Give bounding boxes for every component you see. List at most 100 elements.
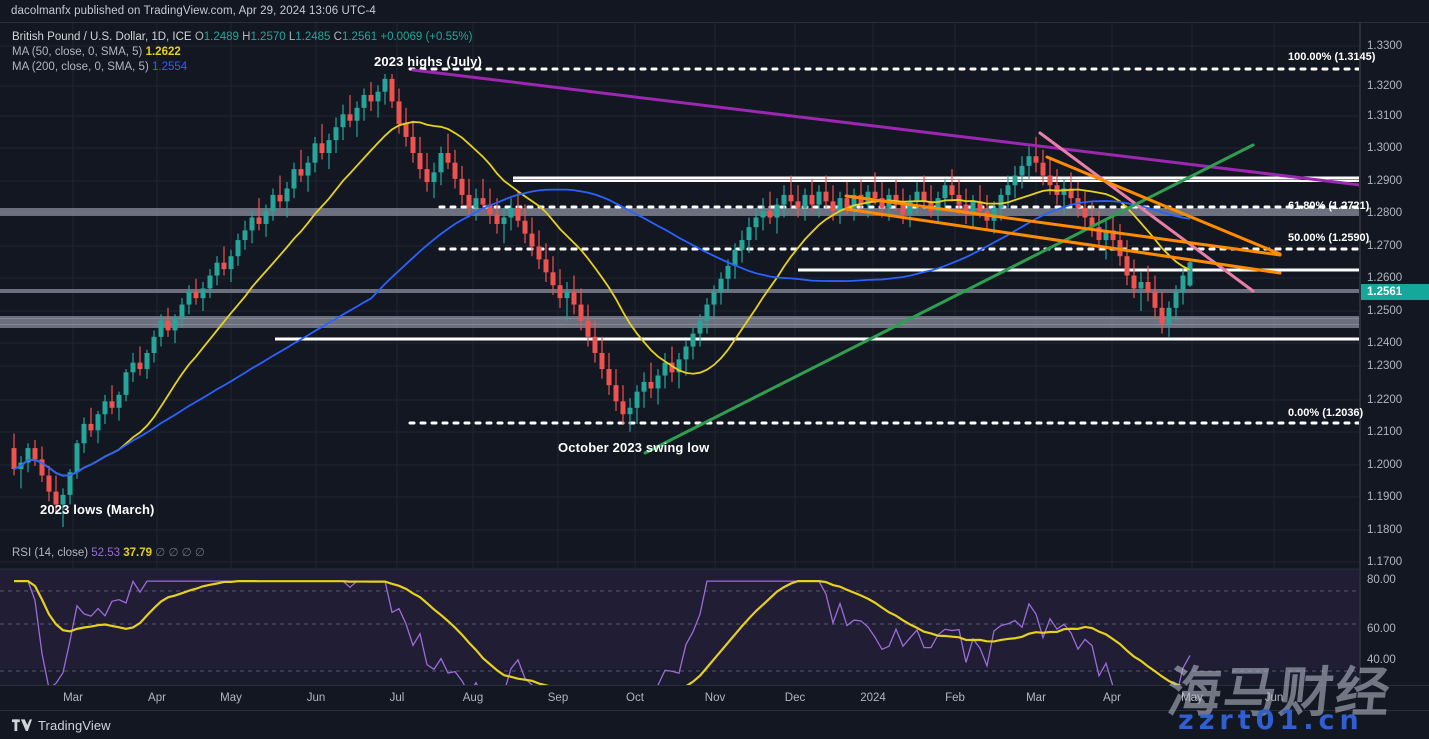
candle-body <box>277 194 283 202</box>
candle-body <box>998 194 1004 208</box>
candle-body <box>942 185 948 199</box>
rsi-ma-value: 37.79 <box>123 547 153 559</box>
candle-body <box>382 78 388 92</box>
candle-body <box>144 352 150 370</box>
time-axis-tick: Mar <box>63 692 83 704</box>
candle-body <box>340 114 346 128</box>
candle-body <box>39 459 45 476</box>
support-resistance-band <box>0 208 1359 213</box>
candle-body <box>851 194 857 208</box>
rsi-legend-label: RSI (14, close) <box>12 547 89 559</box>
candle-body <box>809 194 815 205</box>
ma50-line <box>13 121 1191 477</box>
candle-body <box>893 194 899 205</box>
price-chart-panel[interactable] <box>0 22 1360 685</box>
candle-body <box>788 194 794 202</box>
candle-body <box>67 472 73 495</box>
candle-body <box>543 259 549 273</box>
support-resistance-band <box>0 213 1359 216</box>
candle-body <box>200 288 206 299</box>
candle-body <box>291 169 297 189</box>
price-axis-tick: 1.2900 <box>1367 175 1403 187</box>
legend-symbol: British Pound / U.S. Dollar, 1D, ICE <box>12 31 192 43</box>
time-axis-tick: 2024 <box>860 692 886 704</box>
candle-body <box>165 320 171 331</box>
candle-body <box>823 191 829 202</box>
price-axis-tick: 1.3000 <box>1367 142 1403 154</box>
candle-body <box>284 188 290 202</box>
price-axis-tick: 1.1800 <box>1367 524 1403 536</box>
candle-body <box>53 491 59 505</box>
rsi-axis-tick: 60.00 <box>1367 623 1396 635</box>
candle-body <box>186 291 192 305</box>
candle-body <box>445 153 451 163</box>
rsi-axis-tick: 40.00 <box>1367 654 1396 666</box>
candle-body <box>564 291 570 299</box>
candle-body <box>1124 256 1130 276</box>
price-axis-tick: 1.2400 <box>1367 337 1403 349</box>
time-axis-tick: Jun <box>306 692 326 704</box>
candle-body <box>935 198 941 212</box>
candle-body <box>872 191 878 199</box>
candle-body <box>585 320 591 337</box>
candle-body <box>606 369 612 386</box>
candle-body <box>1103 230 1109 241</box>
ma200-line <box>13 188 1191 477</box>
candle-body <box>704 304 710 321</box>
candle-body <box>844 198 850 208</box>
candle-body <box>1012 175 1018 186</box>
legend-ma50-label: MA (50, close, 0, SMA, 5) <box>12 46 143 58</box>
price-axis[interactable]: 1.3300 1.3200 1.3100 1.3000 1.2900 1.2800 1.27… <box>1360 22 1429 707</box>
candle-body <box>158 320 164 337</box>
candle-body <box>739 240 745 250</box>
candle-body <box>837 198 843 212</box>
rsi-value: 52.53 <box>91 547 121 559</box>
legend-high-value: 1.2570 <box>250 31 286 43</box>
current-price-badge[interactable]: 1.2561 <box>1361 284 1429 300</box>
candle-body <box>25 448 31 463</box>
trendline-purple-descending <box>411 68 1359 187</box>
candle-body <box>1089 217 1095 228</box>
candle-body <box>1033 156 1039 163</box>
candle-body <box>900 204 906 215</box>
candle-body <box>550 272 556 286</box>
time-axis[interactable]: Mar Apr May Jun Jul Aug Sep Oct Nov Dec 2024 Feb Mar… <box>0 685 1429 710</box>
legend-ma200-row[interactable]: MA (200, close, 0, SMA, 5) 1.2554 <box>12 60 472 75</box>
rsi-line <box>14 579 1191 685</box>
candle-body <box>242 230 248 241</box>
candle-body <box>1047 175 1053 186</box>
candle-body <box>508 207 514 218</box>
candle-body <box>312 143 318 163</box>
time-axis-tick: Oct <box>626 692 644 704</box>
candle-body <box>221 262 227 270</box>
candle-body <box>60 494 66 505</box>
price-chart-canvas <box>0 23 1359 685</box>
candle-body <box>830 201 836 212</box>
candle-body <box>354 107 360 121</box>
candle-body <box>466 194 472 208</box>
candle-body <box>753 217 759 228</box>
candle-body <box>718 278 724 292</box>
candle-body <box>914 191 920 202</box>
candle-body <box>396 101 402 124</box>
candle-body <box>977 201 983 212</box>
tradingview-logo[interactable]: TradingView <box>12 718 111 733</box>
candle-body <box>1173 291 1179 308</box>
candle-body <box>732 249 738 266</box>
candle-body <box>795 201 801 208</box>
candle-body <box>1145 282 1151 292</box>
watermark-url: zzrt01.cn <box>1178 705 1364 736</box>
candle-body <box>963 204 969 215</box>
fib-label-0: 0.00% (1.2036) <box>1288 407 1364 419</box>
time-axis-tick: Nov <box>704 692 726 704</box>
rsi-legend[interactable]: RSI (14, close) 52.53 37.79 ∅ ∅ ∅ ∅ <box>12 545 205 559</box>
legend-symbol-row[interactable]: British Pound / U.S. Dollar, 1D, ICE O1.… <box>12 30 472 45</box>
candle-body <box>137 362 143 370</box>
legend-ma50-row[interactable]: MA (50, close, 0, SMA, 5) 1.2622 <box>12 45 472 60</box>
candle-body <box>1040 162 1046 176</box>
support-resistance-band <box>0 324 1359 328</box>
candle-body <box>1061 188 1067 195</box>
candle-body <box>1180 275 1186 292</box>
fib-label-100: 100.00% (1.3145) <box>1288 51 1376 63</box>
tradingview-wordmark: TradingView <box>38 718 111 733</box>
